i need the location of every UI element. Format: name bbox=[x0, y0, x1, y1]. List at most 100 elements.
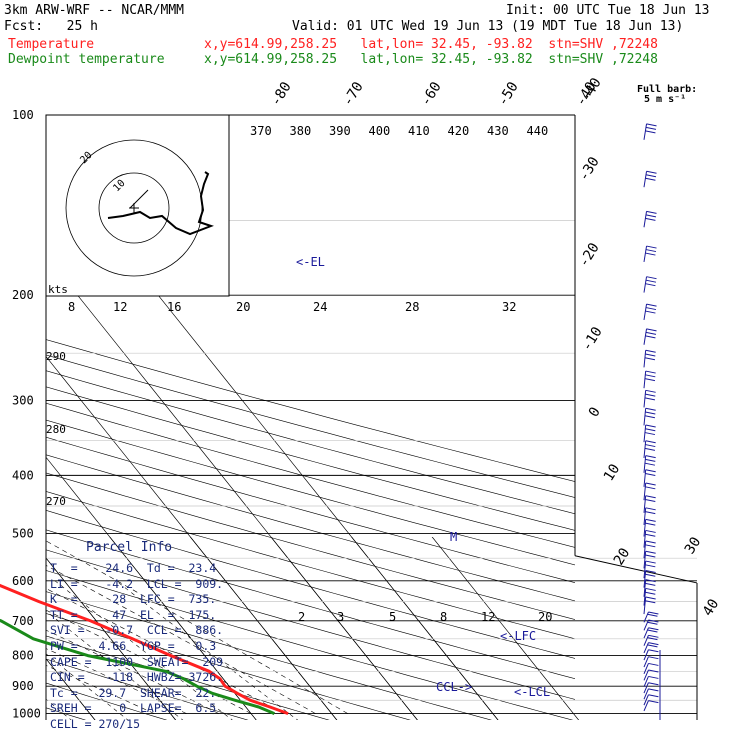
wind-barb-staff bbox=[643, 328, 648, 345]
wind-barb-flag bbox=[645, 498, 656, 502]
wind-barb-flag bbox=[645, 564, 656, 568]
wind-barb-flag bbox=[645, 174, 657, 178]
wind-barb-staff bbox=[643, 561, 647, 579]
dry-adiabat-line bbox=[46, 436, 575, 583]
wind-barb-flag bbox=[647, 644, 658, 648]
wind-barb-staff bbox=[643, 371, 647, 389]
wind-barb-staff bbox=[643, 530, 647, 548]
wind-barb-flag bbox=[645, 393, 656, 397]
wind-barb bbox=[643, 518, 656, 537]
wind-barb bbox=[643, 495, 656, 513]
wind-barb-flag bbox=[645, 511, 656, 515]
wind-barb-flag bbox=[648, 627, 659, 631]
wind-barb-flag bbox=[644, 357, 656, 361]
wind-barb-flag bbox=[648, 656, 659, 660]
dry-adiabat-line bbox=[46, 339, 575, 482]
isotherm-label: -10 bbox=[579, 324, 606, 354]
wind-barb-staff bbox=[643, 440, 647, 458]
wind-barb-flag bbox=[645, 455, 656, 459]
dewpoint-location-info: x,y=614.99,258.25 lat,lon= 32.45, -93.82… bbox=[204, 52, 658, 67]
wind-barb-flag bbox=[645, 550, 656, 554]
hodograph-units: kts bbox=[48, 283, 68, 296]
wind-barb-flag bbox=[645, 591, 656, 595]
wind-barb bbox=[643, 627, 659, 639]
wind-barb-flag bbox=[646, 303, 657, 307]
wind-barb-staff bbox=[643, 408, 647, 426]
wind-barb-staff bbox=[643, 507, 647, 525]
wind-barb-flag bbox=[645, 370, 656, 374]
storm-motion-vector bbox=[129, 189, 149, 209]
isotherm-label: -60 bbox=[418, 79, 445, 109]
wind-barb-flag bbox=[647, 637, 658, 641]
wind-barb-flag bbox=[648, 634, 659, 638]
wind-barb-staff bbox=[643, 424, 647, 443]
dry-adiabat-line bbox=[0, 115, 24, 726]
wind-barb-flag bbox=[648, 642, 659, 646]
wind-barb-staff bbox=[643, 123, 648, 140]
wind-barb-staff bbox=[643, 540, 647, 559]
wind-barb-flag bbox=[645, 353, 656, 357]
wind-barb bbox=[643, 662, 659, 674]
wind-barb-flag bbox=[645, 495, 656, 499]
pressure-label: 900 bbox=[12, 679, 34, 693]
wind-barb bbox=[643, 642, 659, 654]
wind-barb-flag bbox=[645, 279, 657, 283]
parcel-info-row: CAPE = 1100 SWEAT= 209 bbox=[50, 654, 224, 669]
parcel-info-row: LI = -4.2 LCL = 909. bbox=[50, 576, 224, 591]
wind-barb-flag bbox=[645, 389, 656, 393]
parcel-info-row: CIN = -118 HWBZ= 3726. bbox=[50, 670, 224, 685]
dewpoint-label: Dewpoint temperature bbox=[8, 52, 165, 67]
wind-barb-staff bbox=[643, 694, 649, 706]
pressure-label: 600 bbox=[12, 574, 34, 588]
wind-barb bbox=[643, 656, 659, 668]
wind-barb-flag bbox=[645, 458, 656, 462]
wind-barb-flag bbox=[648, 611, 659, 615]
parcel-info-row: PW = 4.66 YGP = 0.3 bbox=[50, 639, 217, 653]
wind-barb-flag bbox=[644, 397, 656, 401]
wind-barb bbox=[643, 694, 659, 706]
wind-barb-flag bbox=[645, 177, 656, 181]
theta-e-label: 28 bbox=[405, 300, 419, 314]
dry-adiabat-line bbox=[46, 613, 411, 720]
wind-barb-staff bbox=[643, 700, 649, 712]
wind-barb-flag bbox=[648, 619, 659, 623]
parcel-info-row: T = 24.6 Td = 23.4 bbox=[50, 561, 217, 575]
wind-barb-flag bbox=[645, 249, 657, 253]
wind-barb bbox=[643, 587, 656, 606]
dry-adiabat-line bbox=[46, 570, 574, 720]
wind-barb-flag bbox=[645, 428, 656, 432]
wind-barb-flag bbox=[645, 126, 657, 130]
dry-adiabat-line bbox=[46, 658, 249, 720]
mixing-ratio-label: 8 bbox=[440, 610, 447, 624]
theta-e-label: 24 bbox=[313, 300, 327, 314]
hodograph-trace bbox=[107, 171, 214, 236]
wind-barb-flag bbox=[645, 573, 656, 577]
theta-label: 400 bbox=[369, 124, 391, 138]
wind-barb-flag bbox=[644, 447, 656, 451]
wind-barb-flag bbox=[648, 669, 659, 673]
theta-label: 440 bbox=[527, 124, 549, 138]
wind-barb-flag bbox=[645, 407, 656, 411]
wind-barb-flag bbox=[647, 621, 658, 625]
wind-barb bbox=[643, 560, 656, 579]
wind-barb-staff bbox=[643, 551, 647, 569]
pressure-label: 700 bbox=[12, 614, 34, 628]
mixing-ratio-line bbox=[54, 580, 233, 720]
theta-label: 410 bbox=[408, 124, 430, 138]
wind-barb-flag bbox=[645, 600, 656, 604]
wind-barb-flag bbox=[647, 629, 658, 633]
isotherm-line bbox=[270, 537, 418, 720]
temperature-location-info: x,y=614.99,258.25 lat,lon= 32.45, -93.82… bbox=[204, 37, 658, 52]
wind-barb bbox=[643, 123, 657, 140]
wind-barb-staff bbox=[643, 211, 648, 228]
dry-adiabat-line bbox=[46, 549, 575, 700]
isotherm-line bbox=[431, 537, 580, 720]
wind-barb-staff bbox=[643, 570, 647, 588]
wind-barb-flag bbox=[645, 529, 656, 533]
wind-barb-flag bbox=[648, 682, 659, 686]
theta-e-label: 32 bbox=[502, 300, 516, 314]
wind-barb bbox=[643, 596, 656, 615]
pressure-label: 300 bbox=[12, 394, 34, 408]
pressure-label: 200 bbox=[12, 288, 34, 302]
wind-barb-flag bbox=[645, 307, 657, 311]
